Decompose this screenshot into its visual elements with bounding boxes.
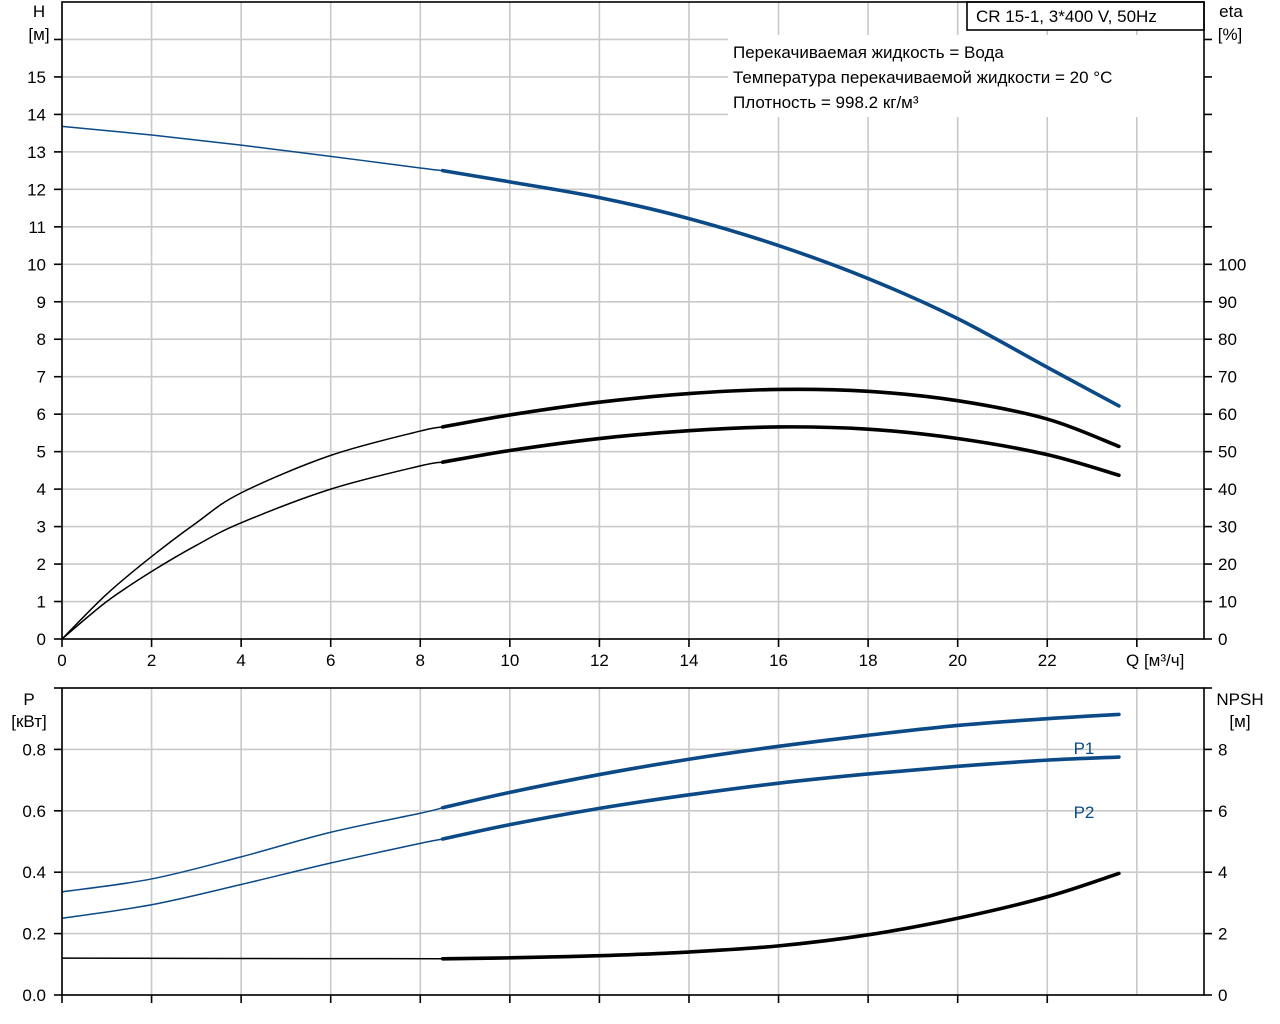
- y-right-tick-label: 30: [1218, 518, 1237, 537]
- bottom-series-0-line: [440, 712, 1121, 810]
- x-tick-label: 20: [948, 651, 967, 670]
- y-left-tick-label: 2: [37, 555, 46, 574]
- bottom-chart-ticks: 0.0 0.2 0.4 0.6 0.8 0 2 4 6 8: [22, 687, 1227, 1005]
- y-left-tick-label: 12: [27, 180, 46, 199]
- p1-series-label: P1: [1074, 739, 1095, 758]
- x-tick-label: 8: [416, 651, 425, 670]
- bottom-series-0-extrapolated-line: [61, 807, 443, 893]
- top-chart-ticks: 0 2 4 6 8 10 12 14 16 18 20 22012345678910111213141…: [27, 38, 1246, 670]
- pump-title: CR 15-1, 3*400 V, 50Hz: [976, 7, 1157, 26]
- fluid-label: Перекачиваемая жидкость = Вода: [733, 43, 1004, 62]
- y-right-tick-label: 40: [1218, 480, 1237, 499]
- head-axis-label: H: [33, 2, 45, 21]
- y-right-tick-label: 80: [1218, 330, 1237, 349]
- y-right-tick-label: 2: [1218, 925, 1227, 944]
- top-series-1-line: [440, 387, 1121, 449]
- head-axis-unit: [м]: [28, 25, 49, 44]
- y-left-tick-label: 0.4: [22, 863, 46, 882]
- y-right-tick-label: 100: [1218, 255, 1246, 274]
- y-left-tick-label: 1: [37, 593, 46, 612]
- y-right-tick-label: 0: [1218, 986, 1227, 1005]
- top-series-0-extrapolated-line: [61, 125, 443, 172]
- y-right-tick-label: 20: [1218, 555, 1237, 574]
- bottom-chart-series: [61, 712, 1121, 961]
- npsh-axis-unit: [м]: [1229, 712, 1250, 731]
- y-left-tick-label: 9: [37, 293, 46, 312]
- y-left-tick-label: 0.2: [22, 925, 46, 944]
- y-right-tick-label: 70: [1218, 368, 1237, 387]
- eta-axis-label: eta: [1219, 2, 1243, 21]
- y-left-tick-label: 0: [37, 630, 46, 649]
- y-left-tick-label: 13: [27, 143, 46, 162]
- top-series-2-line: [440, 425, 1121, 478]
- pump-title-box: [966, 1, 1205, 31]
- y-left-tick-label: 3: [37, 518, 46, 537]
- x-tick-label: 10: [500, 651, 519, 670]
- y-left-tick-label: 0.0: [22, 986, 46, 1005]
- y-right-tick-label: 6: [1218, 802, 1227, 821]
- x-tick-label: 2: [147, 651, 156, 670]
- top-plot-frame: [61, 1, 1205, 640]
- flow-axis-label: Q [м³/ч]: [1126, 651, 1184, 670]
- bottom-chart-grid: [61, 687, 1204, 996]
- top-chart-series: [61, 125, 1121, 640]
- power-axis-unit: [кВт]: [11, 712, 46, 731]
- y-right-tick-label: 50: [1218, 443, 1237, 462]
- y-right-tick-label: 4: [1218, 863, 1227, 882]
- eta-axis-unit: [%]: [1218, 25, 1243, 44]
- y-left-tick-label: 14: [27, 105, 46, 124]
- y-left-tick-label: 0.8: [22, 740, 46, 759]
- y-left-tick-label: 11: [28, 218, 46, 237]
- y-right-tick-label: 10: [1218, 593, 1237, 612]
- x-tick-label: 6: [326, 651, 335, 670]
- x-tick-label: 0: [57, 651, 66, 670]
- y-right-tick-label: 90: [1218, 293, 1237, 312]
- x-tick-label: 18: [859, 651, 878, 670]
- power-axis-label: P: [23, 690, 34, 709]
- y-left-tick-label: 5: [37, 443, 46, 462]
- x-tick-label: 4: [236, 651, 245, 670]
- y-left-tick-label: 7: [37, 368, 46, 387]
- density-label: Плотность = 998.2 кг/м³: [733, 93, 919, 112]
- x-tick-label: 14: [680, 651, 699, 670]
- fluid-info-box: [728, 35, 1204, 117]
- bottom-plot-frame: [61, 687, 1205, 996]
- top-series-1-extrapolated-line: [61, 426, 443, 640]
- bottom-series-2-extrapolated-line: [61, 957, 443, 960]
- x-tick-label: 22: [1038, 651, 1057, 670]
- npsh-axis-label: NPSH: [1216, 690, 1263, 709]
- y-left-tick-label: 10: [27, 255, 46, 274]
- y-left-tick-label: 6: [37, 405, 46, 424]
- y-left-tick-label: 0.6: [22, 802, 46, 821]
- x-tick-label: 12: [590, 651, 609, 670]
- y-right-tick-label: 0: [1218, 630, 1227, 649]
- y-left-tick-label: 15: [27, 68, 46, 87]
- bottom-series-1-extrapolated-line: [61, 838, 443, 919]
- y-left-tick-label: 4: [37, 480, 46, 499]
- y-right-tick-label: 60: [1218, 405, 1237, 424]
- bottom-series-1-line: [440, 755, 1121, 841]
- top-series-0-line: [440, 168, 1121, 408]
- x-tick-label: 16: [769, 651, 788, 670]
- top-series-2-extrapolated-line: [61, 461, 443, 640]
- bottom-series-2-line: [440, 871, 1121, 961]
- temperature-label: Температура перекачиваемой жидкости = 20…: [733, 68, 1112, 87]
- p2-series-label: P2: [1074, 803, 1095, 822]
- y-right-tick-label: 8: [1218, 740, 1227, 759]
- y-left-tick-label: 8: [37, 330, 46, 349]
